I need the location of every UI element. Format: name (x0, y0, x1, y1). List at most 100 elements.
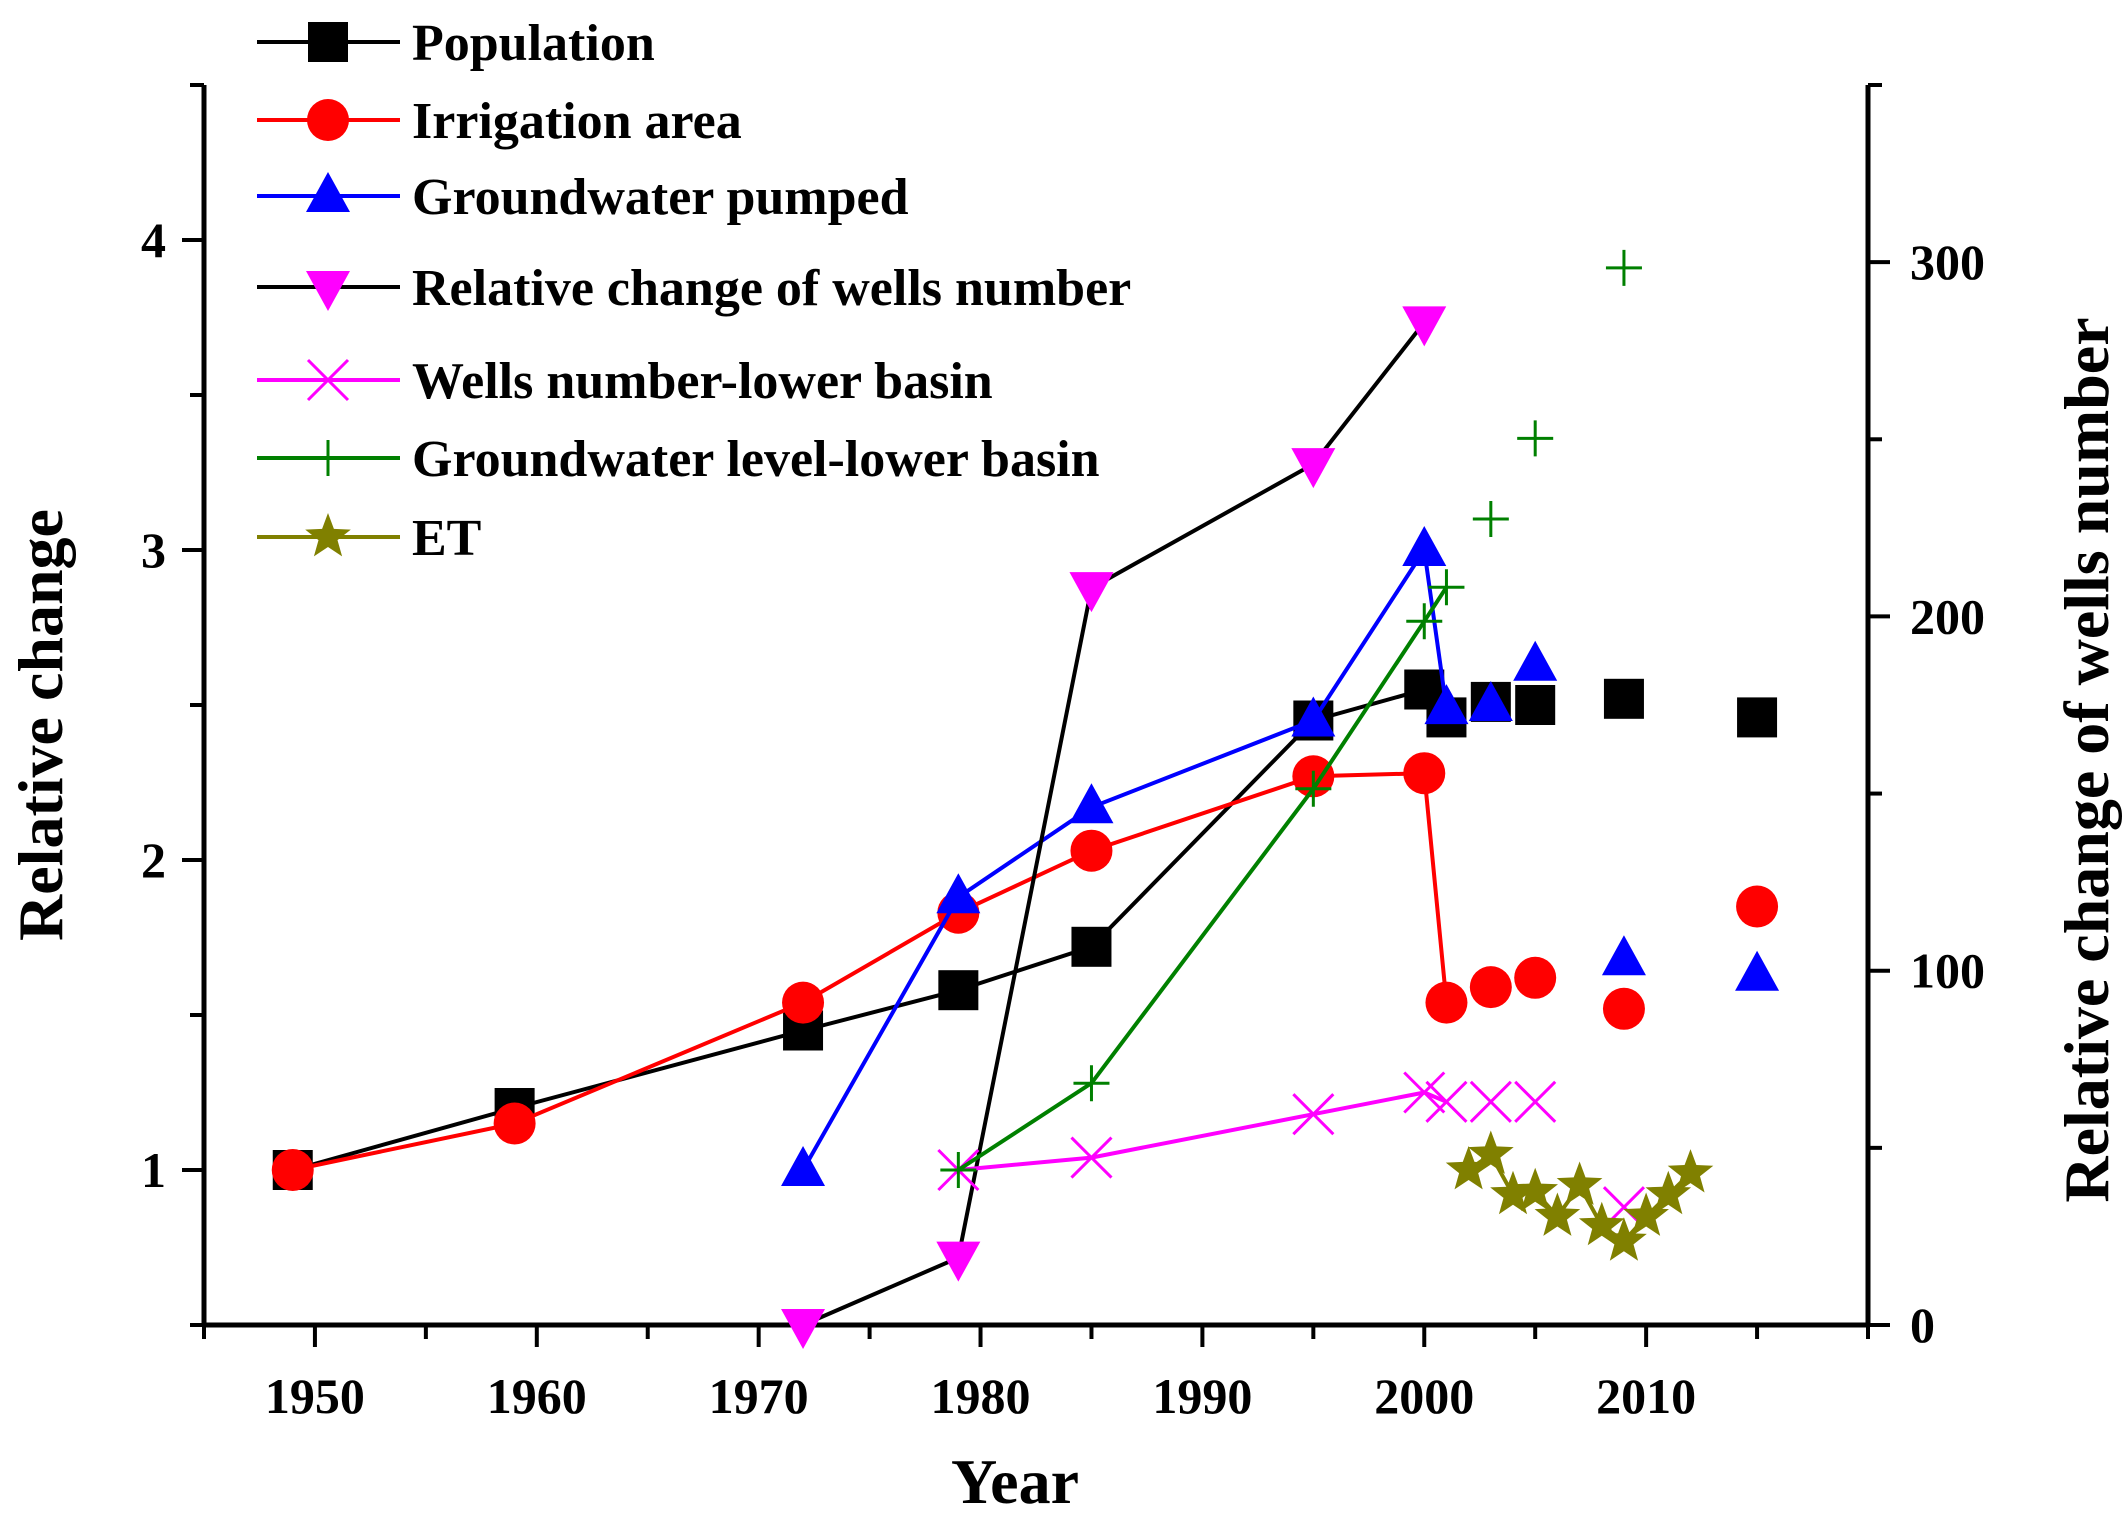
data-point (1556, 1161, 1603, 1205)
data-point (1403, 752, 1446, 795)
legend-label: Population (412, 15, 655, 72)
data-point (1292, 1093, 1335, 1136)
series-line (958, 1090, 1448, 1172)
y-tick-label: 4 (141, 212, 166, 268)
data-point (1602, 987, 1645, 1030)
data-point (1513, 640, 1558, 681)
data-point (936, 1241, 981, 1282)
data-point (1736, 885, 1779, 928)
data-point (936, 873, 981, 914)
data-point (1445, 1146, 1492, 1190)
data-point (1428, 569, 1465, 606)
x-axis-title: Year (951, 1446, 1079, 1514)
data-point (781, 1146, 826, 1186)
data-point (1468, 1130, 1514, 1174)
data-point (1468, 681, 1513, 721)
data-point (940, 1152, 977, 1188)
data-point (1472, 501, 1509, 537)
data-point (1515, 685, 1556, 725)
series-line (292, 687, 1425, 1172)
data-point (1291, 696, 1336, 737)
series-groundwater-pumped (781, 526, 1780, 1186)
y2-axis-title: Relative change of wells number (2051, 317, 2122, 1202)
data-point (1069, 572, 1114, 613)
legend-item: Groundwater pumped (257, 169, 909, 226)
series-line (292, 771, 1449, 1172)
legend-marker (307, 99, 349, 141)
x-tick-label: 2010 (1596, 1368, 1696, 1424)
data-point (1601, 1217, 1647, 1261)
legend-item: Irrigation area (257, 93, 742, 150)
data-point (938, 970, 979, 1011)
data-point (1737, 697, 1778, 738)
series-layer (271, 249, 1780, 1349)
legend-label: Irrigation area (412, 93, 742, 150)
data-point (1469, 966, 1512, 1009)
legend-label: Relative change of wells number (412, 260, 1131, 317)
legend-item: Population (257, 15, 655, 72)
y-tick-label: 3 (141, 522, 166, 578)
data-point (1469, 1080, 1512, 1123)
series-irrigation-area (271, 752, 1779, 1191)
data-point (1425, 981, 1468, 1024)
data-point (1514, 1080, 1557, 1123)
legend-marker (305, 513, 351, 557)
data-point (1603, 678, 1644, 719)
legend-label: Groundwater level-lower basin (412, 431, 1100, 488)
data-point (1601, 935, 1646, 976)
y2-tick-label: 200 (1910, 588, 1985, 644)
y2-tick-label: 300 (1910, 234, 1985, 290)
data-point (1403, 1071, 1446, 1114)
y2-tick-label: 0 (1910, 1297, 1935, 1353)
series-groundwater-level-lower-basin (940, 249, 1642, 1188)
y2-tick-label: 100 (1910, 943, 1985, 999)
data-point (1425, 1080, 1468, 1123)
legend-marker (306, 358, 350, 402)
data-point (781, 1309, 826, 1349)
legend: Population Irrigation area Groundwater pum… (257, 15, 1131, 567)
series-line (801, 544, 1449, 1171)
x-tick-label: 1960 (487, 1368, 587, 1424)
data-point (1514, 956, 1557, 999)
data-point (1073, 1065, 1110, 1102)
y-tick-label: 2 (141, 832, 166, 888)
x-tick-label: 1980 (931, 1368, 1031, 1424)
data-point (1490, 1170, 1536, 1215)
data-point (493, 1102, 536, 1145)
x-tick-label: 1970 (709, 1368, 809, 1424)
data-point (1735, 950, 1780, 991)
legend-item: Relative change of wells number (257, 260, 1131, 317)
series-relative-change-of-wells-number (781, 306, 1447, 1349)
data-point (782, 981, 825, 1024)
data-point (1070, 829, 1113, 872)
data-point (271, 1149, 314, 1191)
data-point (1517, 420, 1554, 457)
legend-marker (306, 271, 350, 311)
series-wells-number-lower-basin (937, 1071, 1646, 1229)
x-tick-label: 1950 (265, 1368, 365, 1424)
data-point (1402, 306, 1447, 347)
series-et (1445, 1130, 1714, 1261)
x-tick-label: 2000 (1374, 1368, 1474, 1424)
data-point (1291, 448, 1336, 489)
legend-label: Wells number-lower basin (412, 353, 993, 410)
data-point (1645, 1170, 1692, 1215)
data-point (1623, 1192, 1669, 1236)
x-tick-label: 1990 (1152, 1368, 1252, 1424)
data-point (1667, 1149, 1714, 1193)
y-axis-title: Relative change (5, 509, 76, 941)
legend-item: Wells number-lower basin (257, 353, 993, 410)
data-point (1512, 1167, 1558, 1212)
data-point (1578, 1201, 1625, 1246)
data-point (1071, 926, 1112, 967)
legend-item: ET (257, 510, 481, 567)
y-tick-label: 1 (141, 1142, 166, 1198)
data-point (1406, 603, 1443, 640)
legend-item: Groundwater level-lower basin (257, 431, 1100, 488)
data-point (1402, 526, 1447, 566)
data-point (1295, 770, 1332, 807)
data-point (1605, 249, 1642, 286)
data-point (1534, 1192, 1581, 1236)
legend-marker (310, 440, 346, 476)
